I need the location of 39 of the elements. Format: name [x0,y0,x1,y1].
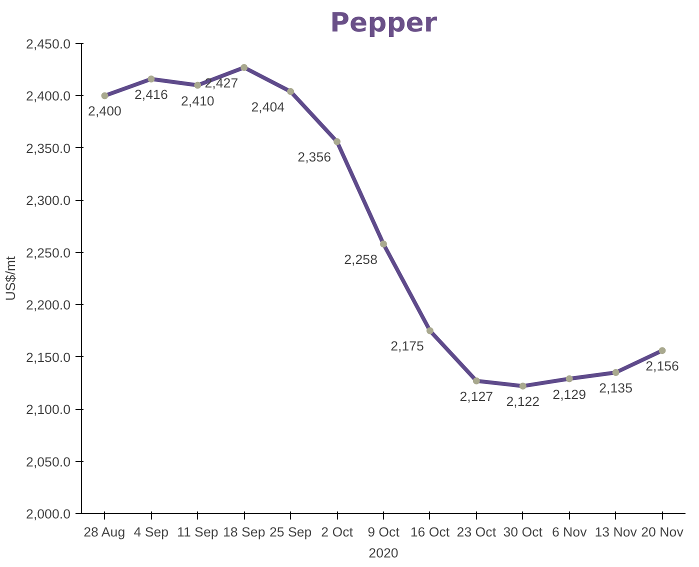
data-label: 2,410 [180,93,214,108]
chart-title: Pepper [330,8,438,38]
x-tick-label: 11 Sep [177,524,218,540]
x-axis-title: 2020 [368,546,398,560]
y-tick-label: 2,150.0 [26,350,70,365]
x-tick-label: 25 Sep [269,524,312,540]
y-tick-label: 2,350.0 [26,140,70,156]
x-tick-label: 13 Nov [594,524,638,540]
data-label: 2,427 [204,76,238,91]
data-label: 2,400 [88,104,122,119]
data-label: 2,129 [552,386,586,402]
y-axis-title: US$/mt [3,256,18,301]
data-label: 2,135 [599,380,632,396]
x-tick-label: 30 Oct [503,524,543,540]
data-label: 2,122 [506,394,540,410]
x-tick-label: 9 Oct [368,524,400,540]
y-tick-label: 2,200.0 [26,298,70,313]
y-tick-label: 2,050.0 [26,454,70,470]
data-label: 2,356 [298,150,332,165]
x-tick-label: 6 Nov [552,524,588,540]
x-tick-label: 28 Aug [84,524,126,540]
x-tick-label: 16 Oct [410,524,450,540]
y-tick-label: 2,450.0 [26,36,70,52]
y-tick-label: 2,400.0 [26,88,70,104]
y-tick-label: 2,000.0 [26,506,70,522]
x-tick-label: 20 Nov [641,524,684,540]
data-label: 2,127 [460,388,494,404]
data-label: 2,258 [344,252,378,268]
x-tick-label: 18 Sep [222,524,266,540]
data-label: 2,416 [134,87,168,102]
y-tick-label: 2,300.0 [26,193,70,208]
data-label: 2,156 [646,358,679,374]
x-tick-label: 4 Sep [134,524,169,540]
data-label: 2,404 [251,100,286,115]
y-tick-label: 2,100.0 [26,402,70,418]
x-tick-label: 2 Oct [321,524,354,540]
y-tick-label: 2,250.0 [26,245,70,260]
data-label: 2,175 [390,338,424,354]
x-tick-label: 23 Oct [456,524,496,540]
